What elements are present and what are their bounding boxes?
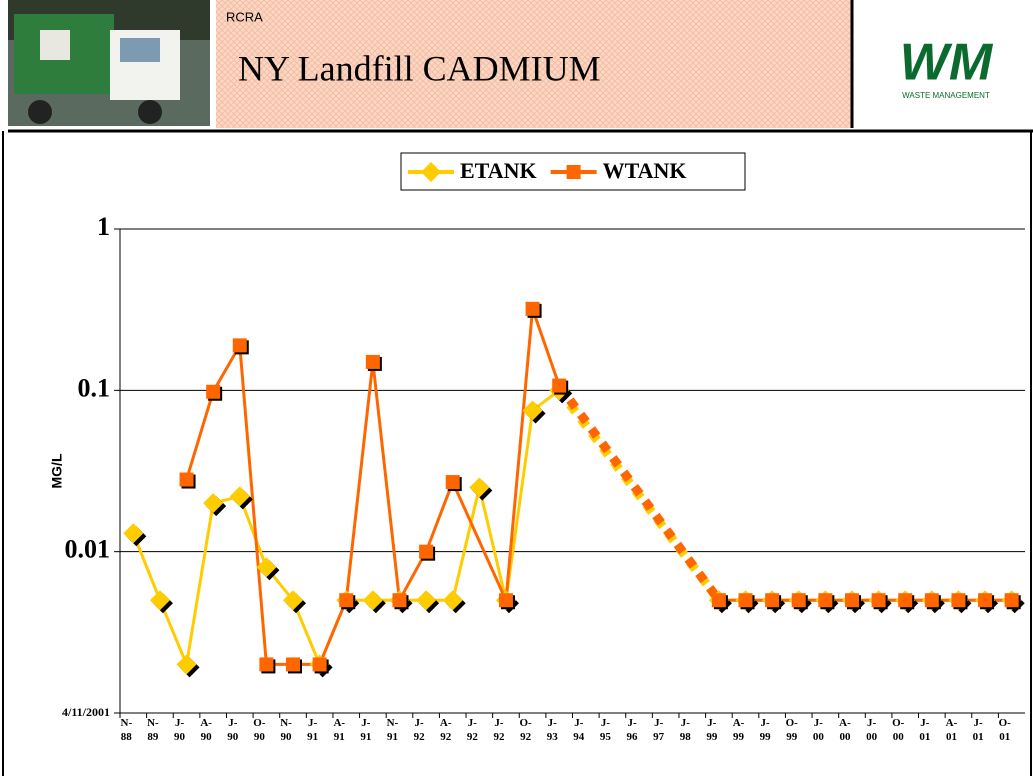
data-point bbox=[898, 593, 912, 607]
legend-marker bbox=[567, 165, 581, 179]
data-point bbox=[792, 593, 806, 607]
legend-label: ETANK bbox=[460, 158, 537, 183]
y-tick-label: 0.01 bbox=[65, 535, 111, 564]
y-axis-title: MG/L bbox=[49, 453, 65, 488]
data-point bbox=[552, 379, 566, 393]
slide: RCRA NY Landfill CADMIUM WM WASTE MANAGE… bbox=[0, 0, 1033, 776]
data-point bbox=[499, 593, 513, 607]
data-point bbox=[712, 593, 726, 607]
data-point bbox=[978, 593, 992, 607]
data-point bbox=[419, 545, 433, 559]
logo-caption: WASTE MANAGEMENT bbox=[902, 91, 990, 100]
logo: WM WASTE MANAGEMENT bbox=[900, 34, 994, 100]
data-point bbox=[446, 475, 460, 489]
slide-title: NY Landfill CADMIUM bbox=[238, 48, 601, 88]
y-tick-label: 4/11/2001 bbox=[62, 705, 110, 719]
data-point bbox=[739, 593, 753, 607]
data-point bbox=[392, 593, 406, 607]
data-point bbox=[872, 593, 886, 607]
data-point bbox=[526, 302, 540, 316]
data-point bbox=[180, 473, 194, 487]
data-point bbox=[286, 657, 300, 671]
data-point bbox=[845, 593, 859, 607]
data-point bbox=[313, 657, 327, 671]
data-point bbox=[366, 355, 380, 369]
logo-mark: WM bbox=[900, 34, 994, 92]
data-point bbox=[951, 593, 965, 607]
slide-tag: RCRA bbox=[226, 9, 263, 24]
data-point bbox=[765, 593, 779, 607]
legend-label: WTANK bbox=[603, 158, 687, 183]
data-point bbox=[233, 338, 247, 352]
data-point bbox=[206, 385, 220, 399]
data-point bbox=[1005, 593, 1019, 607]
data-point bbox=[925, 593, 939, 607]
y-tick-label: 0.1 bbox=[78, 373, 111, 402]
legend: ETANK WTANK bbox=[401, 153, 745, 190]
data-point bbox=[818, 593, 832, 607]
data-point bbox=[259, 657, 273, 671]
y-tick-label: 1 bbox=[97, 212, 110, 241]
truck-photo bbox=[8, 0, 210, 126]
data-point bbox=[339, 593, 353, 607]
